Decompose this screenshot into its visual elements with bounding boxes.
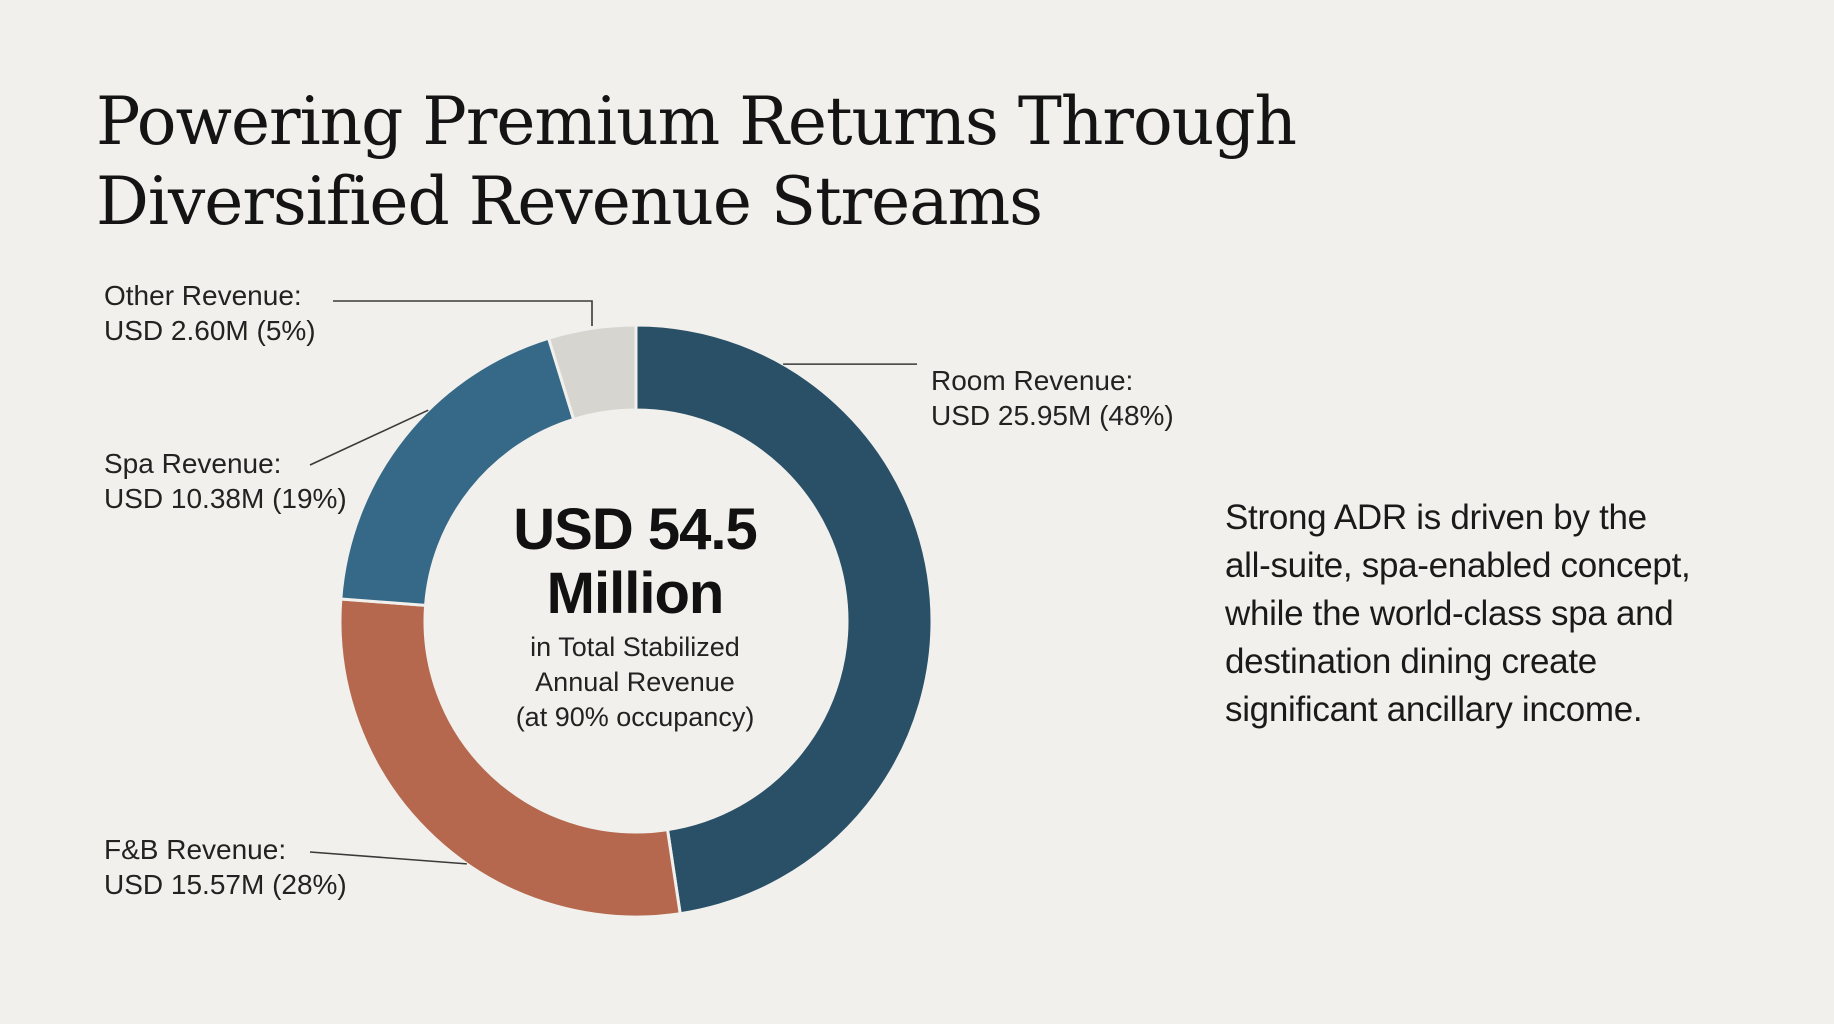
leader-line-other-revenue bbox=[333, 300, 593, 326]
insight-note-line-3: while the world-class spa and bbox=[1225, 594, 1674, 633]
segment-other-revenue bbox=[546, 323, 638, 422]
leader-line-spa-revenue bbox=[309, 409, 429, 466]
total-revenue-caption-3: (at 90% occupancy) bbox=[515, 702, 755, 732]
total-revenue-caption: in Total Stabilized Annual Revenue (at 9… bbox=[435, 630, 835, 735]
label-fnb-revenue-value: USD 15.57M (28%) bbox=[104, 869, 347, 900]
total-revenue-value: USD 54.5 Million bbox=[435, 498, 835, 626]
insight-note: Strong ADR is driven by the all-suite, s… bbox=[1225, 494, 1745, 734]
label-other-revenue-name: Other Revenue: bbox=[104, 280, 302, 311]
segment-fnb-revenue bbox=[338, 597, 682, 919]
total-revenue-line-1: USD 54.5 bbox=[513, 497, 757, 562]
label-other-revenue: Other Revenue: USD 2.60M (5%) bbox=[104, 278, 316, 348]
label-room-revenue: Room Revenue: USD 25.95M (48%) bbox=[931, 363, 1174, 433]
label-fnb-revenue-name: F&B Revenue: bbox=[104, 834, 287, 865]
leader-line-fnb-revenue bbox=[309, 851, 467, 865]
segment-room-revenue bbox=[634, 323, 934, 916]
label-room-revenue-name: Room Revenue: bbox=[931, 365, 1134, 396]
label-fnb-revenue: F&B Revenue: USD 15.57M (28%) bbox=[104, 832, 347, 902]
insight-note-line-5: significant ancillary income. bbox=[1225, 690, 1643, 729]
total-revenue-caption-1: in Total Stabilized bbox=[530, 632, 740, 662]
page-title-line-1: Powering Premium Returns Through bbox=[96, 83, 1297, 160]
label-spa-revenue: Spa Revenue: USD 10.38M (19%) bbox=[104, 446, 347, 516]
insight-note-line-1: Strong ADR is driven by the bbox=[1225, 498, 1647, 537]
label-other-revenue-value: USD 2.60M (5%) bbox=[104, 315, 316, 346]
page-title-line-2: Diversified Revenue Streams bbox=[96, 163, 1043, 240]
label-spa-revenue-value: USD 10.38M (19%) bbox=[104, 483, 347, 514]
total-revenue-caption-2: Annual Revenue bbox=[535, 667, 735, 697]
leader-lines bbox=[309, 300, 917, 865]
donut-segments bbox=[338, 323, 934, 919]
total-revenue-line-2: Million bbox=[546, 561, 725, 626]
label-spa-revenue-name: Spa Revenue: bbox=[104, 448, 282, 479]
insight-note-line-2: all-suite, spa-enabled concept, bbox=[1225, 546, 1691, 585]
insight-note-line-4: destination dining create bbox=[1225, 642, 1597, 681]
label-room-revenue-value: USD 25.95M (48%) bbox=[931, 400, 1174, 431]
donut-center-total: USD 54.5 Million in Total Stabilized Ann… bbox=[435, 498, 835, 735]
page-title: Powering Premium Returns Through Diversi… bbox=[96, 82, 1396, 242]
